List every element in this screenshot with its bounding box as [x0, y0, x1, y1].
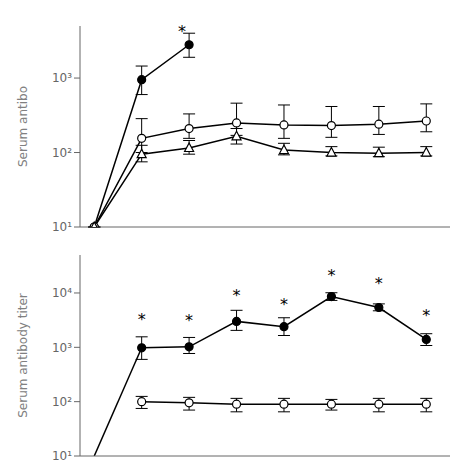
svg-text:10²: 10² [52, 395, 72, 409]
svg-text:*: * [422, 306, 430, 325]
svg-text:*: * [280, 295, 288, 314]
svg-text:*: * [233, 286, 241, 305]
svg-text:*: * [375, 274, 383, 293]
svg-text:*: * [327, 266, 335, 285]
svg-text:*: * [185, 311, 193, 330]
svg-text:10¹: 10¹ [52, 220, 72, 234]
svg-text:Serum antibo: Serum antibo [16, 86, 30, 167]
svg-text:10¹: 10¹ [52, 449, 72, 463]
svg-text:*: * [138, 310, 146, 329]
svg-text:10³: 10³ [52, 341, 72, 355]
svg-text:Serum antibody titer: Serum antibody titer [16, 293, 30, 418]
svg-text:10³: 10³ [52, 71, 72, 85]
svg-text:10²: 10² [52, 146, 72, 160]
svg-text:*: * [178, 22, 186, 41]
svg-text:10⁴: 10⁴ [52, 286, 72, 300]
